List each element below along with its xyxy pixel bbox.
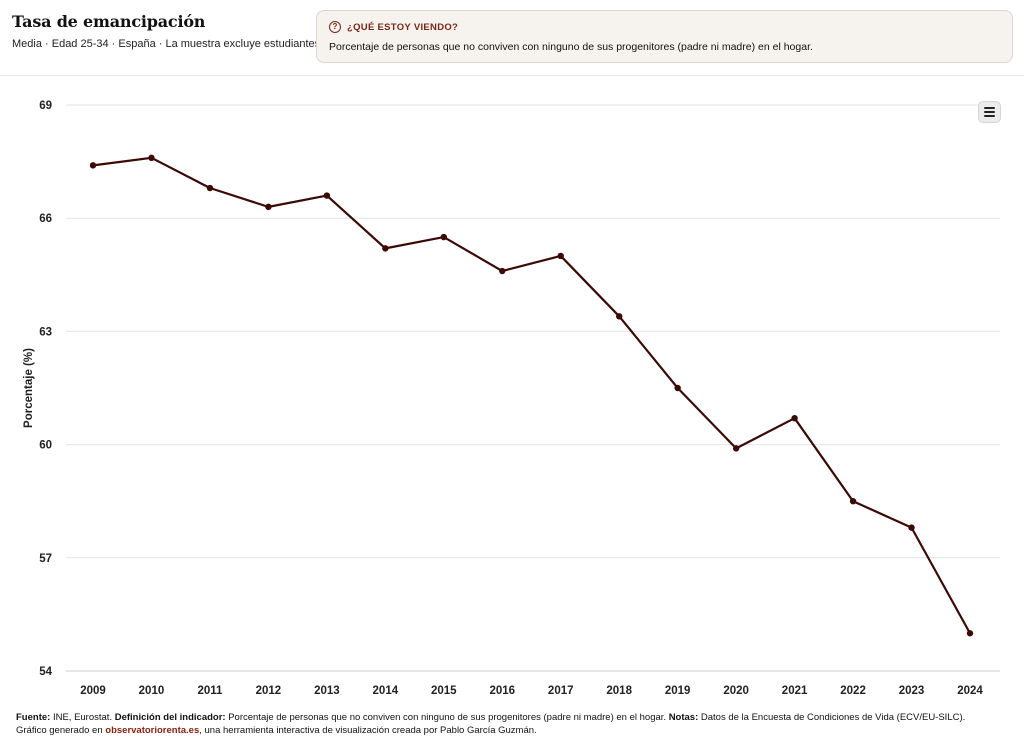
info-heading: ? ¿QUÉ ESTOY VIENDO? bbox=[329, 21, 458, 33]
x-tick-label-2022: 2022 bbox=[840, 685, 866, 697]
footer-site-link[interactable]: observatoriorenta.es bbox=[105, 725, 200, 736]
x-tick-label-2016: 2016 bbox=[489, 685, 515, 697]
y-tick-label-69: 69 bbox=[39, 100, 52, 112]
y-tick-label-60: 60 bbox=[39, 440, 52, 452]
x-tick-label-2023: 2023 bbox=[899, 685, 925, 697]
footer-source-label: Fuente: bbox=[16, 712, 51, 723]
data-point-2023 bbox=[908, 524, 915, 531]
footer-notes-label: Notas: bbox=[668, 712, 699, 723]
chart-subtitle: Media · Edad 25-34 · España · La muestra… bbox=[12, 38, 321, 50]
chart-footer: Fuente: INE, Eurostat. Definición del in… bbox=[16, 711, 1016, 737]
data-point-2012 bbox=[265, 203, 272, 211]
x-tick-label-2019: 2019 bbox=[665, 685, 691, 697]
chart-header: Tasa de emancipación Media · Edad 25-34 … bbox=[0, 0, 1024, 76]
footer-line-2: Gráfico generado en observatoriorenta.es… bbox=[16, 724, 1016, 737]
line-chart: 54 57 60 63 66 69 2009 2010 2011 2012 2013 2014 2015… bbox=[23, 100, 1000, 697]
data-point-2009 bbox=[89, 162, 97, 169]
y-tick-label-57: 57 bbox=[39, 553, 52, 565]
data-point-2018 bbox=[616, 313, 623, 320]
footer-line-1: Fuente: INE, Eurostat. Definición del in… bbox=[16, 711, 1016, 724]
data-point-2016 bbox=[499, 267, 506, 275]
question-circle-icon: ? bbox=[329, 21, 341, 33]
footer-generated-prefix: Gráfico generado en bbox=[16, 725, 106, 736]
y-tick-label-66: 66 bbox=[39, 213, 52, 225]
x-tick-label-2020: 2020 bbox=[723, 685, 749, 697]
footer-source-value: INE, Eurostat. bbox=[50, 712, 115, 723]
y-tick-label-63: 63 bbox=[39, 326, 52, 338]
data-point-2010 bbox=[148, 154, 155, 162]
data-point-2024 bbox=[966, 630, 974, 637]
chart-title: Tasa de emancipación bbox=[12, 12, 206, 31]
data-point-2014 bbox=[382, 245, 389, 252]
footer-definition-label: Definición del indicador: bbox=[114, 712, 226, 723]
x-tick-label-2015: 2015 bbox=[431, 685, 457, 697]
data-point-2017 bbox=[557, 252, 564, 260]
x-tick-label-2024: 2024 bbox=[957, 685, 983, 697]
info-text: Porcentaje de personas que no conviven c… bbox=[329, 41, 813, 53]
x-tick-label-2012: 2012 bbox=[256, 685, 282, 697]
x-tick-label-2018: 2018 bbox=[606, 685, 632, 697]
series-line-0 bbox=[92, 156, 971, 634]
x-tick-label-2017: 2017 bbox=[548, 685, 574, 697]
info-label: ¿QUÉ ESTOY VIENDO? bbox=[347, 21, 459, 33]
data-point-2021 bbox=[791, 414, 798, 422]
data-point-2022 bbox=[849, 498, 857, 505]
y-axis-title: Porcentaje (%) bbox=[23, 348, 35, 428]
x-tick-label-2009: 2009 bbox=[80, 685, 106, 697]
data-point-2013 bbox=[323, 192, 331, 199]
info-box: ? ¿QUÉ ESTOY VIENDO? Porcentaje de perso… bbox=[316, 10, 1013, 63]
x-tick-label-2021: 2021 bbox=[782, 685, 808, 697]
hamburger-menu-icon[interactable] bbox=[978, 101, 1001, 123]
data-point-2011 bbox=[206, 184, 214, 192]
x-tick-label-2011: 2011 bbox=[197, 685, 223, 697]
data-point-2019 bbox=[674, 384, 681, 392]
x-tick-label-2013: 2013 bbox=[314, 685, 340, 697]
x-tick-label-2014: 2014 bbox=[373, 685, 399, 697]
y-tick-label-54: 54 bbox=[39, 666, 52, 678]
data-point-2015 bbox=[440, 233, 447, 241]
footer-definition-value: Porcentaje de personas que no conviven c… bbox=[225, 712, 669, 723]
data-point-2020 bbox=[732, 445, 740, 452]
footer-notes-value: Datos de la Encuesta de Condiciones de V… bbox=[698, 712, 966, 723]
footer-generated-suffix: , una herramienta interactiva de visuali… bbox=[199, 725, 537, 736]
x-tick-label-2010: 2010 bbox=[139, 685, 165, 697]
